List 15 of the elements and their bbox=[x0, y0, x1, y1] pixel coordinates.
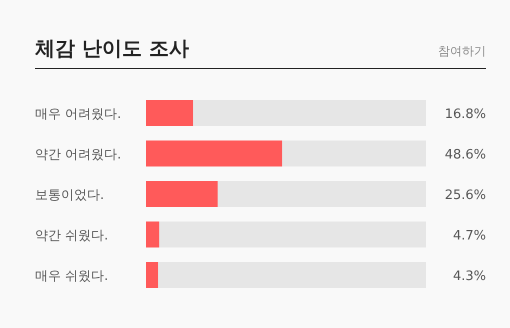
data-label: 4.7% bbox=[452, 228, 486, 244]
y-tick-label: 매우 어려웠다. bbox=[35, 107, 122, 122]
y-tick-label: 매우 쉬웠다. bbox=[35, 269, 108, 284]
data-label: 16.8% bbox=[444, 107, 486, 122]
y-tick-label: 약간 어려웠다. bbox=[35, 148, 122, 162]
y-tick-label: 약간 쉬웠다. bbox=[35, 228, 108, 244]
bar bbox=[146, 222, 160, 248]
data-label: 25.6% bbox=[444, 188, 486, 203]
text: 참여하기 bbox=[438, 44, 486, 58]
data-label: 4.3% bbox=[452, 269, 486, 284]
chart-title: 체감 난이도 조사 bbox=[34, 36, 189, 60]
data-label: 48.6% bbox=[444, 148, 486, 162]
bar bbox=[146, 100, 194, 126]
y-tick-label: 보통이었다. bbox=[35, 188, 104, 203]
bar bbox=[146, 262, 158, 288]
